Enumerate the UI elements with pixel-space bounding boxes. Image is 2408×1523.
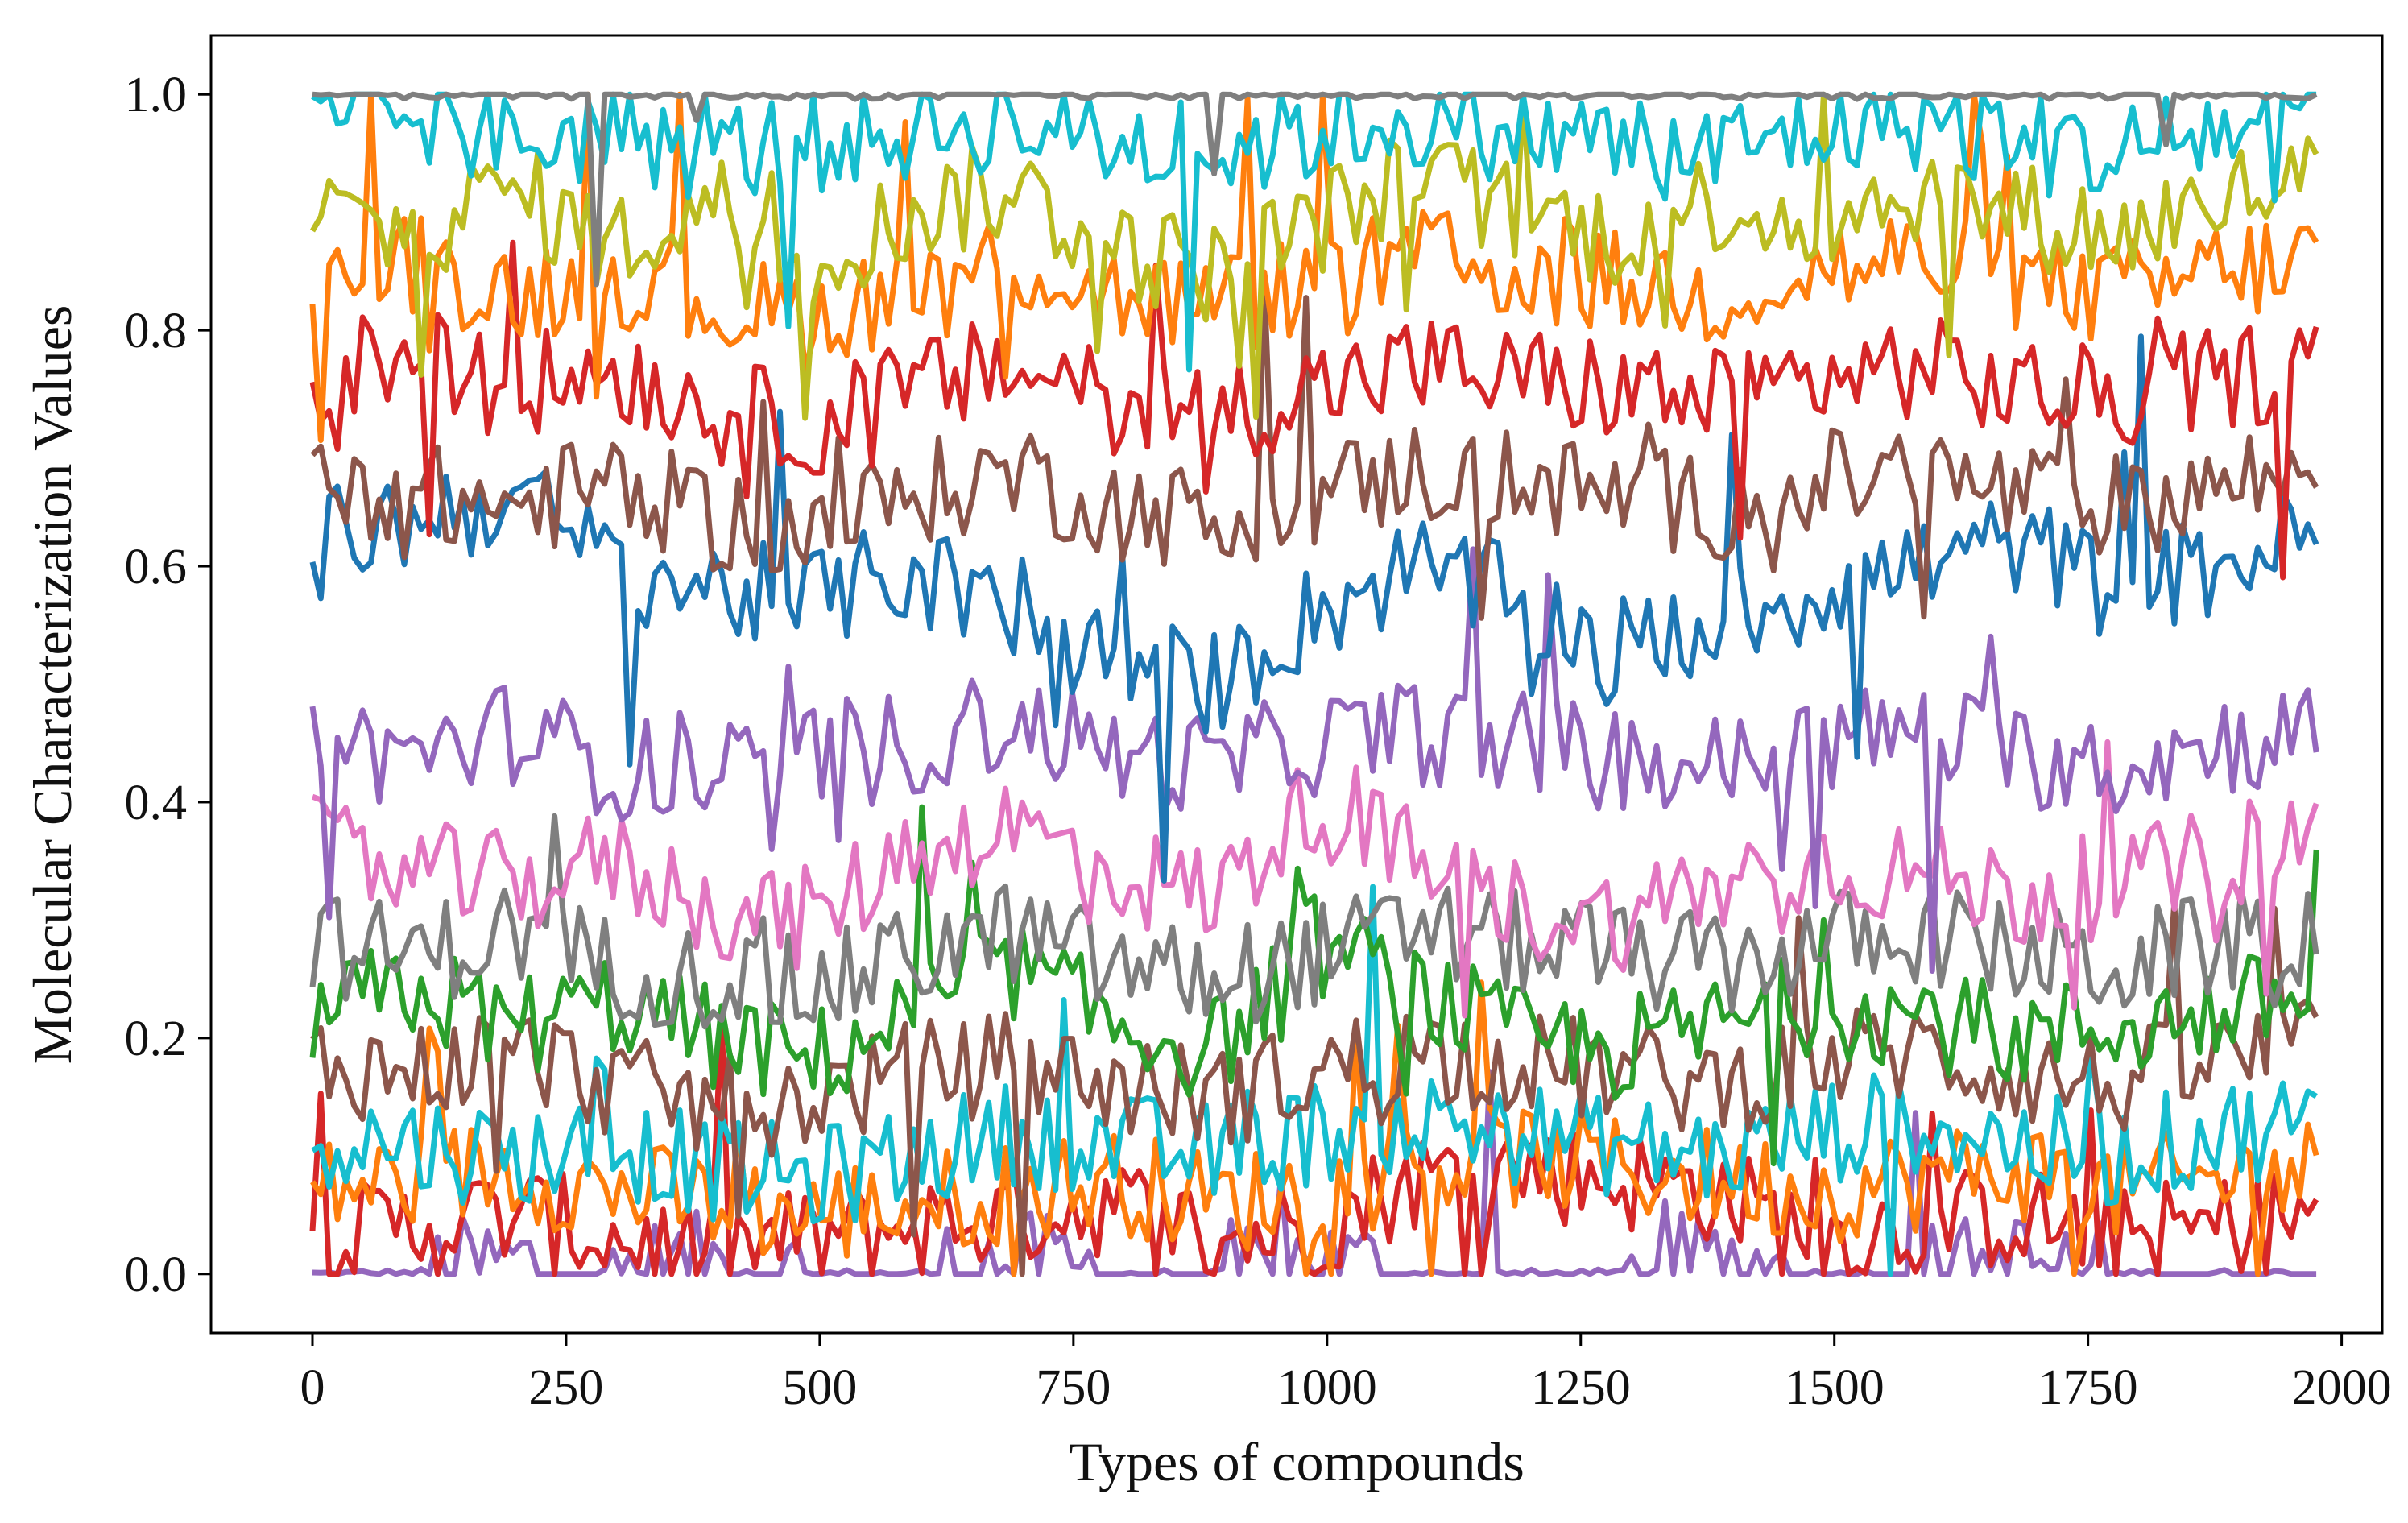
x-tick-label: 2000 (2292, 1360, 2392, 1415)
series-line-9 (309, 546, 2319, 974)
x-axis-label: Types of compounds (1069, 1431, 1525, 1492)
series-line-11 (310, 279, 2319, 621)
y-tick-label: 0.6 (125, 540, 188, 594)
series-line-2 (309, 1012, 2319, 1277)
x-tick-label: 1250 (1531, 1360, 1631, 1415)
series-line-10 (309, 333, 2319, 884)
x-tick-label: 500 (782, 1360, 857, 1415)
y-tick-label: 1.0 (125, 68, 188, 122)
x-tick-label: 250 (528, 1360, 603, 1415)
y-tick-label: 0.2 (125, 1012, 188, 1066)
series-line-5 (310, 899, 2319, 1277)
y-tick-label: 0.0 (125, 1248, 188, 1302)
y-tick-label: 0.8 (125, 304, 188, 358)
y-axis-label: Molecular Characterization Values (22, 305, 83, 1065)
y-axis: 0.0 0.2 0.4 0.6 0.8 1.0 (125, 68, 211, 1302)
plot-frame (209, 34, 2384, 1335)
x-tick-label: 1000 (1277, 1360, 1377, 1415)
series-line-12 (309, 239, 2319, 581)
x-tick-label: 1500 (1785, 1360, 1885, 1415)
series-line-7 (309, 813, 2319, 1030)
series-line-8 (311, 739, 2319, 1019)
x-tick-label: 750 (1036, 1360, 1111, 1415)
series-layer (309, 91, 2319, 1277)
series-line-16 (312, 91, 2318, 288)
series-line-13 (309, 91, 2319, 444)
series-line-4 (311, 884, 2318, 1277)
x-tick-label: 0 (300, 1360, 325, 1415)
x-tick-label: 1750 (2038, 1360, 2138, 1415)
x-axis: 0 250 500 750 1000 1250 1500 1750 2000 (300, 1333, 2392, 1415)
series-line-14 (309, 91, 2319, 421)
y-tick-label: 0.4 (125, 776, 188, 830)
